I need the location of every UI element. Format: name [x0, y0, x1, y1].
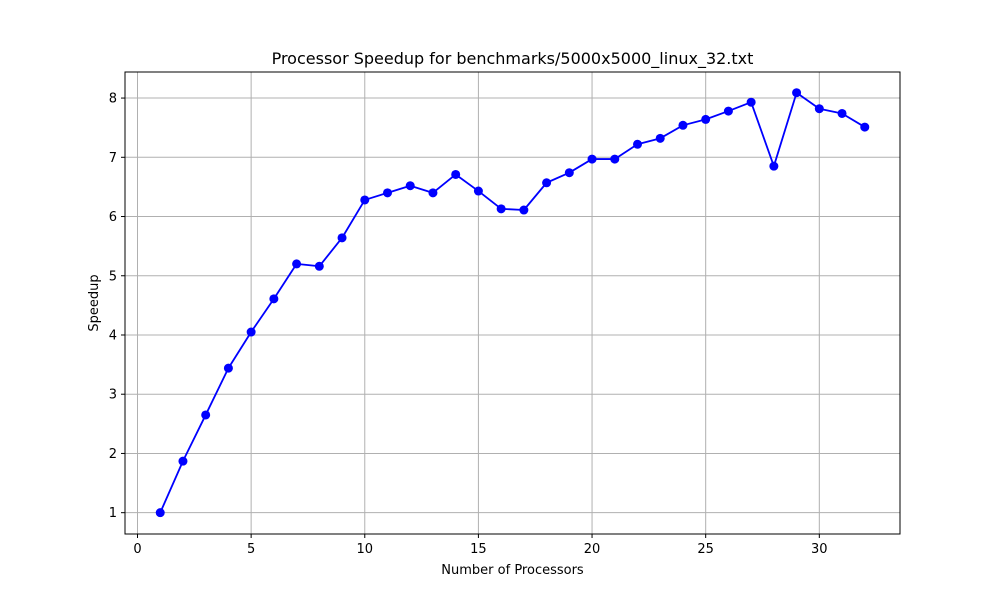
y-tick-label: 7 [109, 151, 117, 166]
data-point [405, 181, 415, 191]
data-point [269, 294, 279, 304]
x-axis-ticks: 0 5 10 15 20 25 30 [133, 534, 828, 557]
series-line [159, 91, 866, 514]
data-point [723, 106, 733, 116]
data-point [746, 97, 756, 107]
data-point [337, 233, 347, 243]
x-tick-label: 15 [470, 542, 487, 557]
data-point [633, 139, 642, 149]
y-tick-label: 5 [109, 269, 117, 284]
data-point [155, 508, 165, 518]
data-point [792, 88, 802, 98]
data-point [314, 261, 324, 271]
chart-title: Processor Speedup for benchmarks/5000x50… [272, 49, 754, 69]
data-point [223, 363, 233, 373]
data-point [587, 154, 597, 164]
plot-frame [124, 71, 901, 535]
data-point [701, 114, 711, 124]
grid-lines [125, 72, 900, 534]
data-point [837, 108, 847, 118]
x-tick-label: 5 [247, 542, 255, 557]
data-point [383, 188, 392, 198]
data-point [542, 178, 552, 188]
y-tick-label: 2 [109, 447, 117, 462]
data-point [428, 188, 438, 198]
x-tick-label: 30 [811, 542, 828, 557]
y-tick-label: 3 [109, 388, 117, 403]
data-point [814, 104, 824, 114]
x-tick-label: 20 [584, 542, 601, 557]
data-point [564, 168, 574, 178]
y-tick-label: 1 [109, 506, 117, 521]
y-tick-label: 8 [109, 92, 117, 107]
data-point [610, 154, 620, 164]
y-tick-label: 6 [109, 210, 117, 225]
x-axis-label: Number of Processors [441, 563, 584, 578]
x-tick-label: 10 [356, 542, 373, 557]
data-point [769, 161, 779, 171]
data-point [473, 186, 483, 196]
data-point [860, 122, 870, 132]
y-axis-ticks: 1 2 3 4 5 6 7 8 [109, 92, 125, 521]
data-point [246, 327, 256, 337]
data-point [360, 195, 370, 205]
data-point [496, 204, 506, 214]
y-axis-label: Speedup [87, 274, 102, 331]
x-tick-label: 25 [697, 542, 714, 557]
data-point [201, 410, 211, 420]
data-point [451, 169, 461, 179]
data-point [678, 120, 688, 130]
y-tick-label: 4 [109, 328, 117, 343]
data-point [178, 456, 188, 466]
x-tick-label: 0 [133, 542, 141, 557]
data-point [519, 205, 529, 215]
data-point [292, 259, 302, 269]
data-point [655, 133, 665, 143]
series-layer [155, 88, 870, 518]
